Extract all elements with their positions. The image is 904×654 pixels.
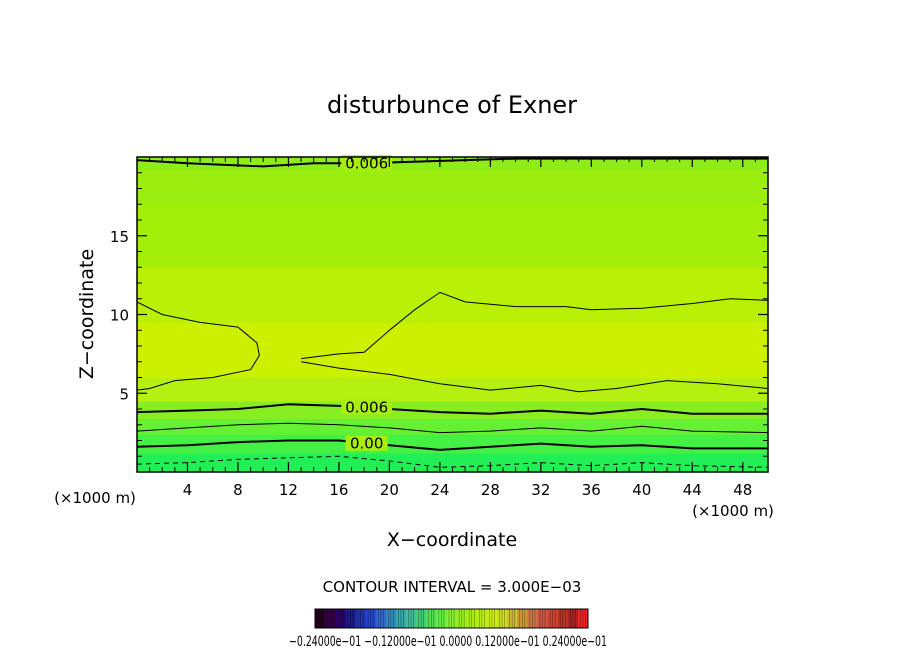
y-axis-ticks: 5 10 15 xyxy=(110,172,768,457)
fill-band-3 xyxy=(137,401,768,419)
colorbar-frame xyxy=(314,608,589,629)
colorbar-swatch xyxy=(527,609,538,628)
colorbar-swatch xyxy=(436,609,447,628)
colorbar-swatch xyxy=(466,609,478,628)
fill-band-1 xyxy=(137,434,768,454)
colorbar-swatch xyxy=(476,609,488,628)
contour-line-1 xyxy=(137,301,260,391)
x-tick-label: 28 xyxy=(481,481,500,499)
contour-label-0: 0.006 xyxy=(345,154,388,172)
x-tick-label: 20 xyxy=(380,481,399,499)
fill-band-8 xyxy=(137,169,768,205)
colorbar-swatch xyxy=(375,609,387,628)
contour-label-1: 0.006 xyxy=(345,398,388,416)
colorbar-swatch xyxy=(365,609,376,628)
y-tick-label: 15 xyxy=(110,228,129,246)
contour-label-2: 0.00 xyxy=(350,435,383,453)
colorbar-swatch xyxy=(315,609,326,628)
colorbar-labels: −0.24000e−01 −0.12000e−01 0.0000 0.12000… xyxy=(289,634,607,650)
colorbar-swatch xyxy=(395,609,407,628)
colorbar-swatch xyxy=(426,609,437,628)
contour-line-4 xyxy=(137,403,768,415)
colorbar-swatch xyxy=(406,609,417,628)
colorbar xyxy=(314,608,589,629)
colorbar-swatch xyxy=(497,609,508,628)
colorbar-swatch xyxy=(547,609,558,628)
colorbar-swatch xyxy=(486,609,498,628)
contour-labels: 0.006 0.006 0.00 xyxy=(341,154,393,453)
contour-line-2 xyxy=(301,291,768,360)
x-tick-label: 32 xyxy=(531,481,550,499)
x-tick-label: 40 xyxy=(632,481,651,499)
colorbar-swatch xyxy=(577,609,589,628)
colorbar-swatch xyxy=(507,609,518,628)
colorbar-swatch xyxy=(345,609,356,628)
contour-line-6 xyxy=(137,439,768,451)
colorbar-swatch xyxy=(325,609,336,628)
x-axis-label: X−coordinate xyxy=(387,529,517,551)
contour-label-bg-2 xyxy=(345,435,388,451)
colorbar-swatch xyxy=(355,609,366,628)
fill-band-5 xyxy=(137,322,768,378)
fill-band-6 xyxy=(137,267,768,323)
y-axis-label: Z−coordinate xyxy=(76,249,98,379)
colorbar-swatch xyxy=(456,609,467,628)
x-axis-ticks: 4 8 12 16 20 24 28 32 36 40 44 48 xyxy=(149,157,756,499)
x-units-left: (×1000 m) xyxy=(54,489,136,507)
x-tick-label: 44 xyxy=(683,481,702,499)
x-tick-label: 4 xyxy=(183,481,193,499)
y-tick-label: 5 xyxy=(119,385,129,403)
x-tick-label: 36 xyxy=(582,481,601,499)
colorbar-swatch xyxy=(517,609,528,628)
contour-line-3 xyxy=(301,361,768,393)
contour-label-bg-0 xyxy=(341,155,393,171)
fill-band-2 xyxy=(137,418,768,435)
x-tick-label: 8 xyxy=(233,481,243,499)
colorbar-swatch xyxy=(557,609,569,628)
contour-label-bg-1 xyxy=(341,399,393,415)
x-units-right: (×1000 m) xyxy=(692,502,774,520)
fill-band-7 xyxy=(137,204,768,268)
filled-contours xyxy=(137,157,768,472)
y-tick-label: 10 xyxy=(110,307,129,325)
contour-line-5 xyxy=(137,422,768,434)
x-tick-label: 48 xyxy=(733,481,752,499)
x-tick-label: 16 xyxy=(329,481,348,499)
contour-interval-text: CONTOUR INTERVAL = 3.000E−03 xyxy=(323,578,582,596)
x-tick-label: 24 xyxy=(430,481,449,499)
x-tick-label: 12 xyxy=(279,481,298,499)
colorbar-swatch xyxy=(446,609,457,628)
chart-title: disturbunce of Exner xyxy=(327,91,577,119)
colorbar-swatch xyxy=(385,609,397,628)
colorbar-swatch xyxy=(335,609,346,628)
colorbar-swatch xyxy=(537,609,548,628)
fill-band-9 xyxy=(137,157,768,171)
colorbar-swatch xyxy=(416,609,427,628)
colorbar-swatch xyxy=(567,609,579,628)
